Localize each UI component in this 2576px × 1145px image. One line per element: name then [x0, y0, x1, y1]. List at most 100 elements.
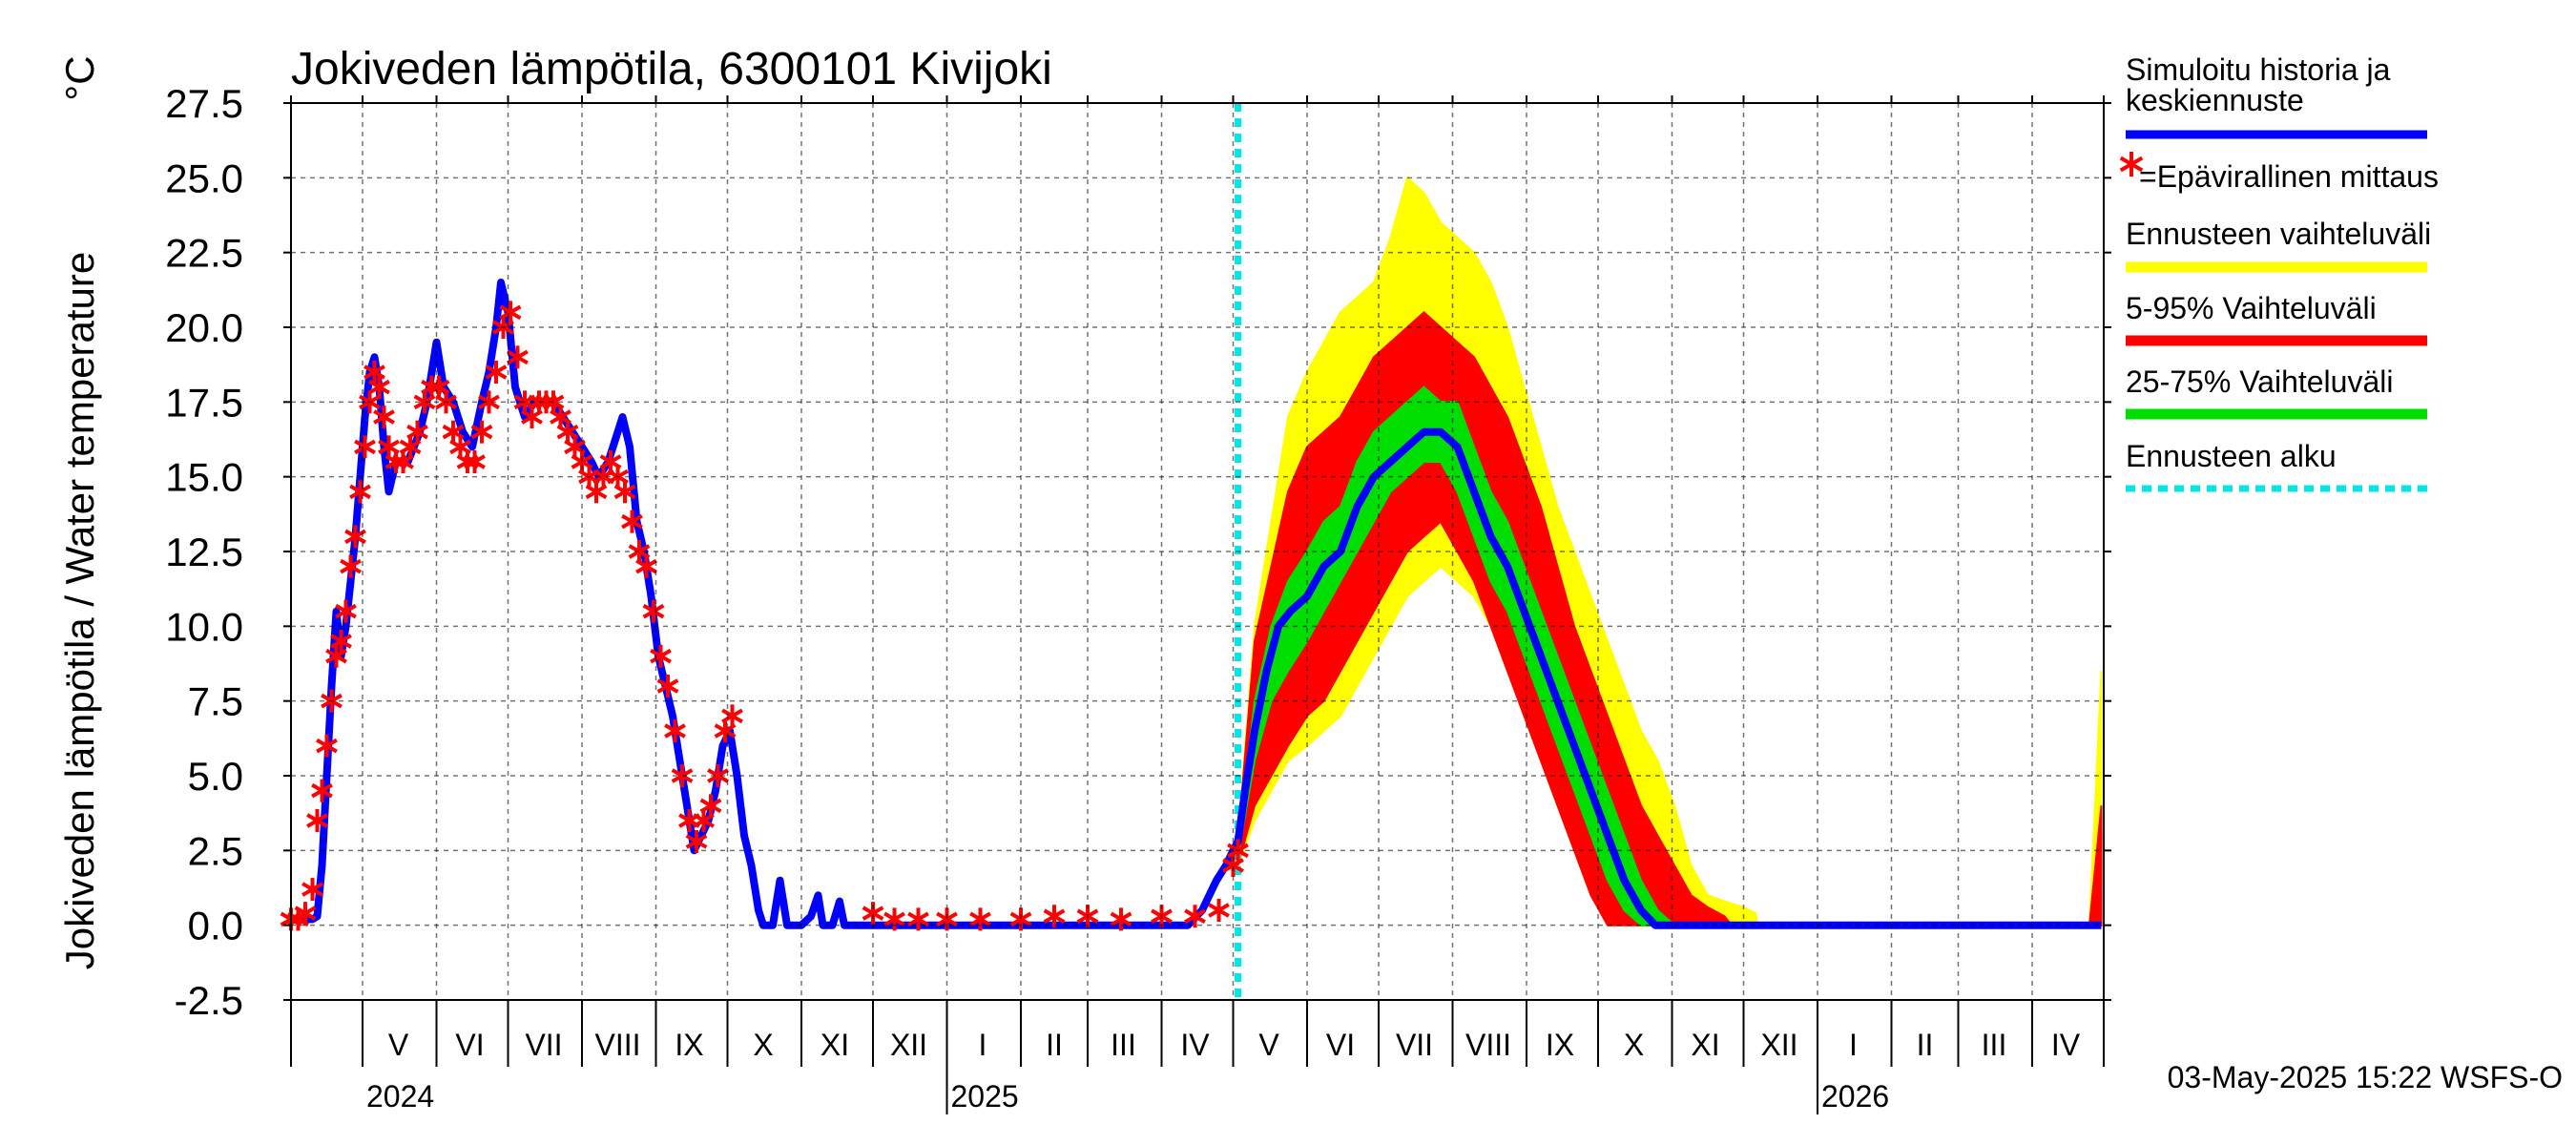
- asterisk-stroke: [699, 798, 722, 814]
- month-label: XII: [1760, 1028, 1797, 1062]
- observation-point: [1043, 905, 1066, 928]
- month-label: XI: [821, 1028, 849, 1062]
- asterisk-stroke: [1184, 908, 1206, 924]
- asterisk-stroke: [969, 911, 991, 927]
- observation-points: [280, 301, 1249, 931]
- legend-label-5-95: 5-95% Vaihteluväli: [2126, 291, 2377, 325]
- observation-point: [330, 630, 352, 653]
- asterisk-stroke: [507, 349, 529, 365]
- asterisk-stroke: [349, 484, 371, 500]
- month-label: I: [979, 1028, 987, 1062]
- observation-point: [485, 361, 508, 384]
- y-axis-unit: °C: [57, 55, 102, 100]
- asterisk-stroke: [650, 648, 672, 664]
- legend-label-simulated-line2: keskiennuste: [2126, 83, 2304, 117]
- asterisk-stroke: [2119, 156, 2144, 173]
- legend-label-observation: =Epävirallinen mittaus: [2139, 159, 2439, 194]
- y-tick-label: 20.0: [165, 305, 243, 350]
- observation-point: [478, 390, 500, 414]
- month-label: VI: [455, 1028, 484, 1062]
- asterisk-stroke: [399, 439, 422, 455]
- asterisk-stroke: [621, 513, 643, 530]
- legend-label-forecast-start: Ennusteen alku: [2126, 439, 2337, 473]
- month-label: III: [1982, 1028, 2007, 1062]
- asterisk-stroke: [294, 906, 317, 921]
- y-tick-label: 22.5: [165, 231, 243, 276]
- observation-point: [311, 779, 333, 802]
- observation-point: [664, 719, 686, 742]
- month-label: VII: [1396, 1028, 1433, 1062]
- asterisk-stroke: [392, 454, 414, 469]
- asterisk-stroke: [693, 813, 715, 828]
- month-label: VI: [1326, 1028, 1355, 1062]
- month-label: VIII: [1465, 1028, 1511, 1062]
- legend-label-forecast-range: Ennusteen vaihteluväli: [2126, 217, 2431, 251]
- y-tick-label: 10.0: [165, 604, 243, 649]
- asterisk-stroke: [1222, 858, 1244, 873]
- observation-point: [613, 480, 636, 504]
- observation-point: [969, 907, 991, 931]
- y-tick-label: 15.0: [165, 455, 243, 500]
- observation-point: [635, 554, 657, 578]
- observation-point: [621, 510, 643, 533]
- asterisk-stroke: [883, 911, 905, 927]
- month-label: X: [1624, 1028, 1644, 1062]
- asterisk-stroke: [368, 379, 390, 395]
- observation-point: [707, 764, 729, 787]
- asterisk-stroke: [406, 424, 428, 440]
- month-label: II: [1917, 1028, 1934, 1062]
- x-axis: V VI VII VIII IX X XI XII I II III IV V VI VII VIII IX X X…: [290, 95, 2105, 1114]
- observation-point: [656, 675, 679, 697]
- asterisk-stroke: [485, 364, 508, 380]
- month-label: VIII: [594, 1028, 640, 1062]
- asterisk-stroke: [642, 603, 665, 619]
- observation-point: [721, 704, 743, 728]
- asterisk-stroke: [707, 768, 729, 783]
- observation-point: [499, 301, 522, 324]
- observation-point: [368, 375, 390, 399]
- observation-point: [1184, 905, 1206, 928]
- month-label: IV: [1180, 1028, 1210, 1062]
- plot-area: [280, 103, 2103, 1000]
- asterisk-stroke: [635, 558, 657, 574]
- y-tick-label: 0.0: [188, 904, 243, 948]
- asterisk-stroke: [340, 558, 362, 574]
- y-tick-label: 17.5: [165, 380, 243, 425]
- y-axis-label: Jokiveden lämpötila / Water temperature: [57, 252, 102, 969]
- observation-point: [642, 599, 665, 623]
- asterisk-stroke: [330, 634, 352, 649]
- asterisk-stroke: [613, 484, 636, 500]
- observation-point: [650, 644, 672, 668]
- asterisk-stroke: [656, 678, 679, 694]
- asterisk-stroke: [478, 394, 500, 410]
- observation-point: [301, 878, 323, 902]
- observation-point: [464, 450, 486, 473]
- observation-point: [340, 554, 362, 578]
- month-label: X: [753, 1028, 773, 1062]
- month-label: VII: [525, 1028, 562, 1062]
- observation-point: [294, 902, 317, 926]
- asterisk-stroke: [499, 304, 522, 321]
- asterisk-stroke: [936, 911, 958, 927]
- year-label: 2026: [1821, 1079, 1889, 1114]
- asterisk-stroke: [316, 738, 338, 754]
- asterisk-stroke: [344, 529, 366, 545]
- y-tick-label: 25.0: [165, 156, 243, 200]
- observation-point: [1208, 899, 1230, 922]
- year-label: 2025: [951, 1079, 1019, 1114]
- observation-point: [335, 599, 357, 623]
- legend-label-25-75: 25-75% Vaihteluväli: [2126, 364, 2393, 399]
- chart-title: Jokiveden lämpötila, 6300101 Kivijoki: [291, 44, 1052, 94]
- legend-swatch-observation: [2119, 152, 2144, 177]
- month-label: V: [388, 1028, 409, 1062]
- month-label: III: [1111, 1028, 1136, 1062]
- observation-point: [1110, 907, 1132, 931]
- month-label: XI: [1691, 1028, 1719, 1062]
- y-tick-label: 2.5: [188, 828, 243, 873]
- asterisk-stroke: [685, 834, 708, 849]
- month-label: V: [1258, 1028, 1279, 1062]
- asterisk-stroke: [1110, 911, 1132, 927]
- asterisk-stroke: [311, 782, 333, 799]
- asterisk-stroke: [373, 409, 395, 425]
- asterisk-stroke: [1043, 908, 1066, 924]
